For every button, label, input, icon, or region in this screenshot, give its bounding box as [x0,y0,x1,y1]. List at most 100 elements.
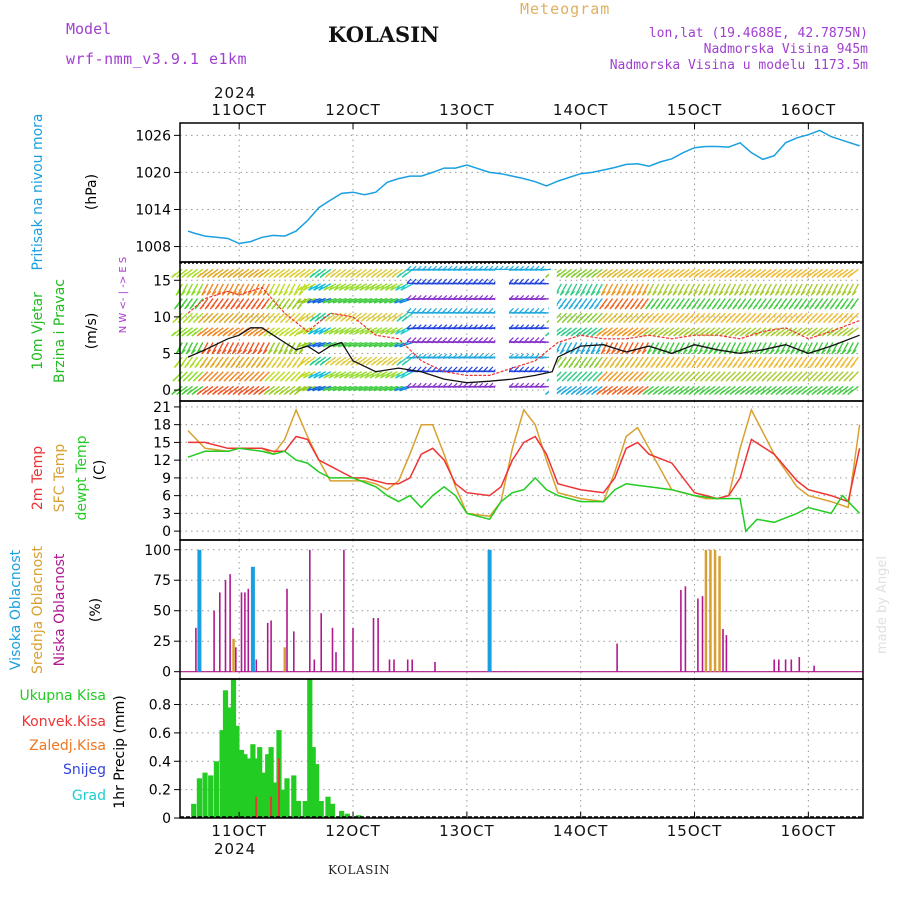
wind-barb-feather [667,331,673,337]
y-tick-label: 0 [162,383,171,399]
wind-barb-feather [846,290,852,296]
wind-barb [580,283,588,296]
wind-barb [779,283,788,296]
wind-barb-feather [252,349,258,355]
wind-barb-feather [266,304,272,310]
wind-barb-feather [619,304,625,310]
wind-barb-feather [607,376,613,382]
wind-barb-feather [683,390,689,395]
wind-barb-feather [333,329,339,335]
wind-barb [308,327,321,335]
wind-barb-feather [269,376,275,382]
wind-barb [297,327,311,335]
wind-barb-feather [201,390,207,395]
wind-barb-feather [591,272,597,278]
wind-barb-feather [442,382,448,388]
wind-barb-feather [447,324,453,330]
wind-barb-feather [208,318,214,324]
wind-barb-feather [570,390,576,395]
wind-barb-feather [681,304,687,310]
wind-barb-feather [539,366,545,372]
wind-barb-feather [773,363,779,369]
wind-barb-feather [700,318,705,324]
wind-barb-feather [388,386,394,392]
wind-barb-feather [388,298,394,304]
wind-barb-feather [792,318,798,324]
wind-barb-feather [716,363,722,369]
wind-barb-feather [452,294,458,300]
precip-total-bar [245,758,251,818]
cloud-unit-label: (%) [88,598,104,622]
wind-barb-feather [394,342,399,348]
wind-barb-feather [534,294,540,300]
wind-barb-feather [534,265,540,271]
wind-barb-feather [406,366,412,372]
high-cloud-bar [487,549,492,672]
wind-barb [190,342,199,355]
wind-barb-feather [746,376,752,382]
wind-barb-feather [457,307,463,313]
wind-barb-feather [278,290,284,296]
wind-barb-feather [353,298,358,304]
wind-barb-feather [381,316,387,322]
wind-barb-feather [298,349,304,355]
wind-barb [575,342,583,355]
wind-barb-feather [437,337,443,343]
wind-barb-feather [473,278,478,284]
wind-barb-feather [378,342,384,348]
wind-barb-feather [573,363,579,369]
wind-barb [815,342,824,355]
x-tick-label-top: 15OCT [667,101,723,119]
wind-barb-feather [347,342,353,348]
wind-barb-feather [817,376,823,382]
wind-barb [211,283,219,296]
wind-barb-feather [524,382,530,388]
wind-barb-feather [473,366,478,372]
mid-cloud-axis-title: Srednja Oblacnost [30,546,46,674]
wind-barb-feather [652,390,658,395]
wind-barb-feather [258,331,264,337]
wind-barb [354,371,368,379]
wind-barb-feather [720,318,726,324]
wind-barb-feather [462,366,468,372]
y-tick-label: 0 [162,524,171,540]
wind-barb-feather [322,298,328,304]
wind-barb-feather [249,318,255,324]
wind-barb-feather [664,318,670,324]
wind-barb-feather [483,307,489,313]
wind-barb-feather [785,349,791,355]
wind-barb-feather [467,353,473,359]
wind-barb-feather [790,390,796,395]
wind-barb [590,283,598,296]
wind-barb-feather [442,324,448,330]
wind-barb [338,327,352,335]
wind-barb-feather [819,304,825,310]
wind-barb-feather [432,307,438,313]
wind-barb-feather [383,298,389,304]
wind-barb-feather [834,363,840,369]
wind-barb-feather [324,316,330,322]
wind-barb [667,283,675,296]
wind-barb [631,283,639,296]
wind-barb-feather [624,304,630,310]
wind-barb-feather [681,363,687,369]
wind-barb-feather [623,376,629,382]
wind-barb-feather [760,390,766,395]
wind-barb-feather [602,318,608,324]
wind-barb-feather [264,376,270,382]
panel-frame [179,122,864,263]
wind-barb [247,283,255,296]
wind-barb-feather [401,360,407,366]
wind-barb [400,371,414,379]
wind-barb-feather [457,353,463,359]
x-tick-label-top: 14OCT [553,101,609,119]
wind-barb-feather [478,278,484,284]
x-tick-label-bottom: 14OCT [553,822,609,840]
wind-barb-feather [217,272,223,278]
wind-barb [657,342,665,355]
wind-barb-feather [437,307,443,313]
wind-barb-feather [558,304,564,310]
low-cloud-bar [213,610,215,672]
wind-barb [795,283,803,296]
wind-barb-feather [524,366,530,372]
